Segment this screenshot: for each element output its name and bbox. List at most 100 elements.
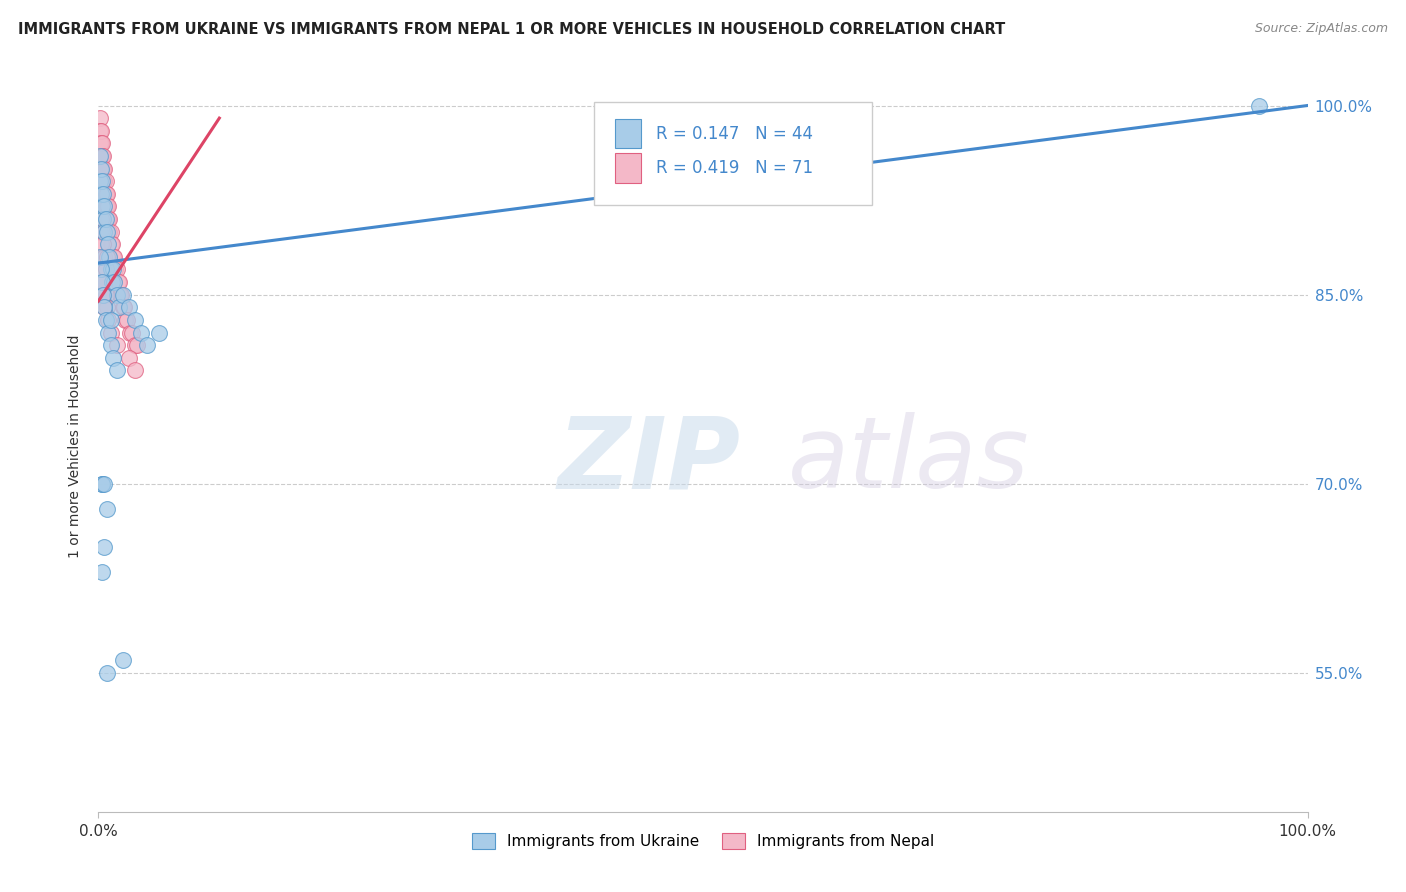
Legend: Immigrants from Ukraine, Immigrants from Nepal: Immigrants from Ukraine, Immigrants from…: [465, 827, 941, 855]
Point: [89, 149, 111, 163]
Point: [101, 250, 124, 264]
Point: [89, 225, 111, 239]
Point: [94, 186, 117, 201]
Point: [118, 300, 141, 314]
Point: [91, 161, 114, 176]
Point: [94, 262, 117, 277]
Point: [90, 186, 112, 201]
Point: [94, 287, 117, 301]
Point: [114, 313, 136, 327]
Point: [105, 363, 128, 377]
Point: [100, 225, 122, 239]
Point: [96, 212, 118, 227]
Text: IMMIGRANTS FROM UKRAINE VS IMMIGRANTS FROM NEPAL 1 OR MORE VEHICLES IN HOUSEHOLD: IMMIGRANTS FROM UKRAINE VS IMMIGRANTS FR…: [18, 22, 1005, 37]
Point: [110, 287, 132, 301]
Point: [91, 212, 114, 227]
Point: [91, 161, 114, 176]
Point: [91, 287, 114, 301]
Point: [91, 275, 114, 289]
Point: [91, 174, 114, 188]
Point: [148, 326, 170, 340]
Point: [121, 326, 143, 340]
Point: [98, 250, 121, 264]
Point: [100, 237, 122, 252]
Point: [105, 262, 128, 277]
Text: atlas: atlas: [787, 412, 1029, 509]
Point: [100, 313, 122, 327]
Point: [91, 275, 114, 289]
Point: [105, 338, 128, 352]
Point: [104, 262, 127, 277]
Point: [100, 326, 122, 340]
Point: [108, 287, 131, 301]
Point: [97, 212, 120, 227]
Point: [96, 199, 118, 213]
Point: [93, 476, 115, 491]
Point: [112, 300, 135, 314]
Point: [93, 275, 115, 289]
Point: [91, 174, 114, 188]
Point: [89, 111, 111, 125]
Point: [94, 313, 117, 327]
Point: [96, 186, 118, 201]
Point: [103, 250, 125, 264]
Point: [96, 300, 118, 314]
Point: [118, 351, 141, 365]
Point: [91, 476, 114, 491]
Point: [124, 338, 146, 352]
Point: [94, 199, 117, 213]
Point: [93, 540, 115, 554]
Point: [105, 287, 128, 301]
Point: [90, 149, 112, 163]
Point: [90, 212, 112, 227]
Point: [108, 275, 131, 289]
Text: ZIP: ZIP: [558, 412, 741, 509]
Point: [91, 237, 114, 252]
Point: [93, 199, 115, 213]
Point: [100, 262, 122, 277]
Point: [117, 313, 139, 327]
Point: [96, 250, 118, 264]
Point: [107, 275, 129, 289]
Point: [91, 476, 114, 491]
Point: [100, 338, 122, 352]
Point: [1249, 98, 1271, 112]
Point: [90, 161, 112, 176]
Point: [118, 326, 141, 340]
Text: R = 0.419   N = 71: R = 0.419 N = 71: [655, 159, 813, 177]
Point: [89, 124, 111, 138]
Point: [93, 300, 115, 314]
Point: [91, 199, 114, 213]
Point: [93, 161, 115, 176]
Point: [124, 313, 146, 327]
Point: [97, 225, 120, 239]
Point: [94, 212, 117, 227]
Point: [97, 237, 120, 252]
Point: [111, 300, 134, 314]
Point: [89, 174, 111, 188]
Point: [97, 313, 120, 327]
FancyBboxPatch shape: [595, 103, 872, 204]
Point: [98, 212, 121, 227]
Point: [94, 174, 117, 188]
Point: [93, 186, 115, 201]
Point: [91, 186, 114, 201]
Point: [97, 326, 120, 340]
Point: [91, 250, 114, 264]
Point: [93, 199, 115, 213]
Point: [96, 225, 118, 239]
Point: [98, 225, 121, 239]
Point: [89, 136, 111, 151]
Point: [103, 275, 125, 289]
Bar: [614, 119, 641, 148]
Point: [93, 174, 115, 188]
Point: [91, 225, 114, 239]
Point: [127, 338, 149, 352]
Point: [91, 565, 114, 579]
Text: Source: ZipAtlas.com: Source: ZipAtlas.com: [1254, 22, 1388, 36]
Point: [91, 262, 114, 277]
Point: [93, 250, 115, 264]
Point: [97, 199, 120, 213]
Point: [96, 502, 118, 516]
Bar: [614, 153, 641, 183]
